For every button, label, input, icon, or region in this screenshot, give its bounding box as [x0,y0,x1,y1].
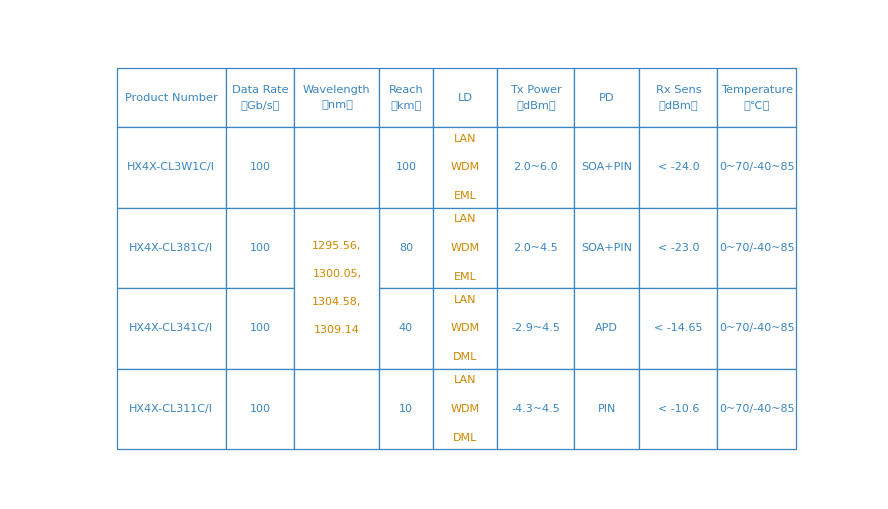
Bar [718,288,796,369]
Text: < -14.65: < -14.65 [654,323,702,333]
Text: -4.3~4.5: -4.3~4.5 [511,404,560,414]
Text: Reach
（km）: Reach （km） [389,86,424,110]
Bar [432,288,497,369]
Bar [432,68,497,127]
Bar [116,208,226,288]
Text: Tx Power
（dBm）: Tx Power （dBm） [510,86,562,110]
Text: Data Rate
（Gb/s）: Data Rate （Gb/s） [232,86,289,110]
Bar [295,369,379,449]
Bar [379,288,432,369]
Text: LAN

WDM

EML: LAN WDM EML [450,134,480,201]
Bar [116,369,226,449]
Bar [295,208,379,369]
Bar [497,68,575,127]
Bar [718,369,796,449]
Bar [379,127,432,208]
Text: SOA+PIN: SOA+PIN [582,243,632,253]
Bar [226,68,295,127]
Text: HX4X-CL341C/I: HX4X-CL341C/I [129,323,213,333]
Text: Product Number: Product Number [125,93,218,103]
Text: HX4X-CL381C/I: HX4X-CL381C/I [129,243,213,253]
Text: Temperature
（℃）: Temperature （℃） [720,86,793,110]
Bar [497,208,575,288]
Text: HX4X-CL3W1C/I: HX4X-CL3W1C/I [127,162,215,173]
Text: PIN: PIN [598,404,616,414]
Text: < -24.0: < -24.0 [657,162,699,173]
Bar [575,68,639,127]
Bar [639,68,718,127]
Text: < -23.0: < -23.0 [658,243,699,253]
Text: 80: 80 [399,243,413,253]
Text: HX4X-CL311C/I: HX4X-CL311C/I [129,404,213,414]
Bar [432,208,497,288]
Bar [379,369,432,449]
Text: 2.0~4.5: 2.0~4.5 [513,243,559,253]
Bar [226,288,295,369]
Text: LD: LD [457,93,472,103]
Text: 100: 100 [395,162,416,173]
Bar [116,127,226,208]
Bar [432,127,497,208]
Text: LAN

WDM

EML: LAN WDM EML [450,214,480,281]
Text: 2.0~6.0: 2.0~6.0 [513,162,559,173]
Text: -2.9~4.5: -2.9~4.5 [511,323,560,333]
Bar [295,68,379,127]
Text: 100: 100 [250,243,271,253]
Bar [575,127,639,208]
Text: 1295.56,

1300.05,

1304.58,

1309.14: 1295.56, 1300.05, 1304.58, 1309.14 [313,241,361,335]
Bar [226,127,295,208]
Bar [718,68,796,127]
Text: APD: APD [595,323,618,333]
Text: SOA+PIN: SOA+PIN [582,162,632,173]
Text: < -10.6: < -10.6 [658,404,699,414]
Bar [116,288,226,369]
Bar [295,127,379,208]
Text: 100: 100 [250,404,271,414]
Text: 0~70/-40~85: 0~70/-40~85 [718,323,795,333]
Text: 0~70/-40~85: 0~70/-40~85 [718,404,795,414]
Bar [497,127,575,208]
Bar [639,208,718,288]
Bar [379,208,432,288]
Bar [575,288,639,369]
Text: LAN

WDM

DML: LAN WDM DML [450,375,480,443]
Bar [497,369,575,449]
Text: PD: PD [599,93,614,103]
Bar [718,208,796,288]
Text: LAN

WDM

DML: LAN WDM DML [450,295,480,362]
Bar [639,369,718,449]
Bar [432,369,497,449]
Bar [226,208,295,288]
Bar [575,369,639,449]
Text: Wavelength
（nm）: Wavelength （nm） [303,86,370,110]
Bar [575,208,639,288]
Bar [639,288,718,369]
Text: 100: 100 [250,162,271,173]
Bar [497,288,575,369]
Bar [226,369,295,449]
Bar [639,127,718,208]
Text: Rx Sens
（dBm）: Rx Sens （dBm） [655,86,702,110]
Bar [379,68,432,127]
Text: 10: 10 [399,404,413,414]
Text: 100: 100 [250,323,271,333]
Text: 0~70/-40~85: 0~70/-40~85 [718,162,795,173]
Bar [116,68,226,127]
Text: 0~70/-40~85: 0~70/-40~85 [718,243,795,253]
Bar [718,127,796,208]
Text: 40: 40 [399,323,413,333]
